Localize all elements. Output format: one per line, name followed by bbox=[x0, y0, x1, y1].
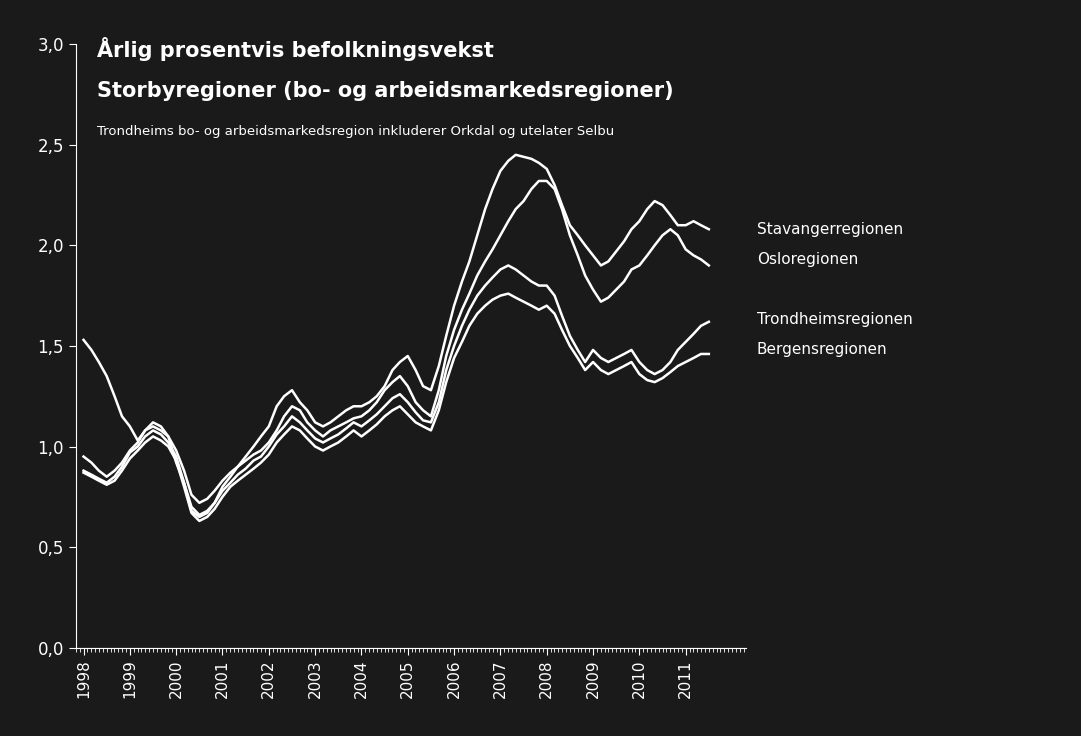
Text: Trondheimsregionen: Trondheimsregionen bbox=[757, 312, 912, 328]
Text: Årlig prosentvis befolkningsvekst: Årlig prosentvis befolkningsvekst bbox=[97, 37, 494, 61]
Text: Storbyregioner (bo- og arbeidsmarkedsregioner): Storbyregioner (bo- og arbeidsmarkedsreg… bbox=[97, 81, 673, 101]
Text: Trondheims bo- og arbeidsmarkedsregion inkluderer Orkdal og utelater Selbu: Trondheims bo- og arbeidsmarkedsregion i… bbox=[97, 125, 614, 138]
Text: Bergensregionen: Bergensregionen bbox=[757, 342, 888, 358]
Text: Stavangerregionen: Stavangerregionen bbox=[757, 222, 903, 237]
Text: Osloregionen: Osloregionen bbox=[757, 252, 858, 267]
